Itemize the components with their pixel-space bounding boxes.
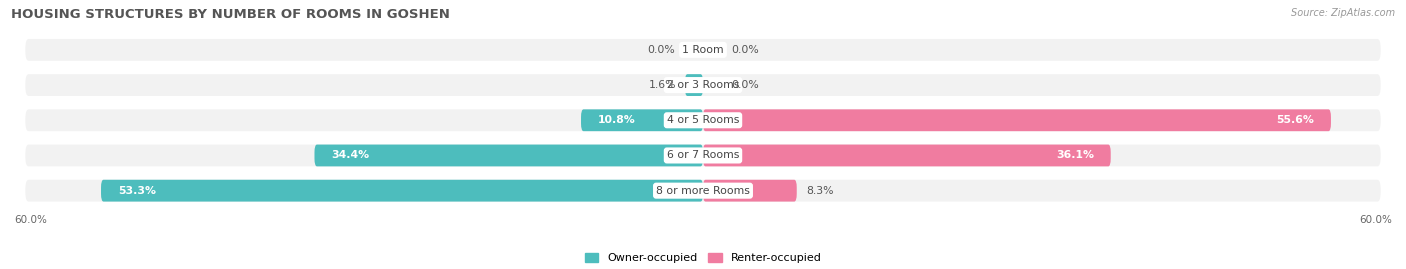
FancyBboxPatch shape: [581, 109, 703, 131]
Text: 0.0%: 0.0%: [731, 80, 759, 90]
Text: Source: ZipAtlas.com: Source: ZipAtlas.com: [1291, 8, 1395, 18]
Text: 10.8%: 10.8%: [598, 115, 636, 125]
FancyBboxPatch shape: [25, 144, 1381, 167]
FancyBboxPatch shape: [101, 180, 703, 201]
Text: 8.3%: 8.3%: [806, 186, 834, 196]
Text: 0.0%: 0.0%: [731, 45, 759, 55]
FancyBboxPatch shape: [685, 74, 703, 96]
Text: 53.3%: 53.3%: [118, 186, 156, 196]
FancyBboxPatch shape: [25, 74, 1381, 96]
FancyBboxPatch shape: [703, 180, 797, 201]
Legend: Owner-occupied, Renter-occupied: Owner-occupied, Renter-occupied: [581, 248, 825, 268]
Text: 36.1%: 36.1%: [1056, 150, 1094, 161]
Text: 55.6%: 55.6%: [1277, 115, 1315, 125]
Text: 1 Room: 1 Room: [682, 45, 724, 55]
Text: 60.0%: 60.0%: [14, 214, 46, 225]
FancyBboxPatch shape: [25, 180, 1381, 201]
FancyBboxPatch shape: [25, 39, 1381, 61]
FancyBboxPatch shape: [703, 109, 1331, 131]
FancyBboxPatch shape: [25, 109, 1381, 131]
Text: 0.0%: 0.0%: [647, 45, 675, 55]
Text: 6 or 7 Rooms: 6 or 7 Rooms: [666, 150, 740, 161]
Text: 1.6%: 1.6%: [648, 80, 676, 90]
Text: 8 or more Rooms: 8 or more Rooms: [657, 186, 749, 196]
FancyBboxPatch shape: [703, 144, 1111, 167]
Text: 34.4%: 34.4%: [332, 150, 370, 161]
FancyBboxPatch shape: [315, 144, 703, 167]
Text: 60.0%: 60.0%: [1360, 214, 1392, 225]
Text: 4 or 5 Rooms: 4 or 5 Rooms: [666, 115, 740, 125]
Text: HOUSING STRUCTURES BY NUMBER OF ROOMS IN GOSHEN: HOUSING STRUCTURES BY NUMBER OF ROOMS IN…: [11, 8, 450, 21]
Text: 2 or 3 Rooms: 2 or 3 Rooms: [666, 80, 740, 90]
